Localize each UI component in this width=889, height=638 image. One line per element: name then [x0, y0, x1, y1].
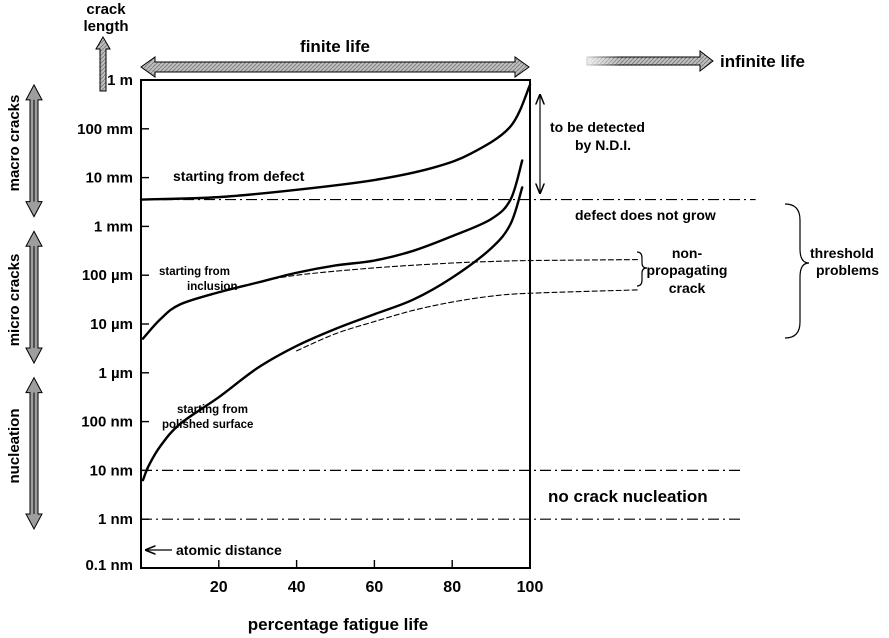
y-tick-label-7: 100 nm — [81, 414, 133, 431]
y-tick-label-2: 10 mm — [85, 170, 133, 187]
x-axis-label: percentage fatigue life — [248, 615, 428, 634]
infinite-life-label: infinite life — [720, 52, 805, 71]
label-non-propagating-line3: crack — [669, 280, 706, 296]
label-inclusion-line1: starting from — [159, 266, 230, 278]
label-polished-line1: starting from — [177, 404, 248, 416]
label-atomic-distance: atomic distance — [176, 542, 282, 558]
x-tick-label-4: 100 — [517, 579, 544, 596]
y-tick-label-3: 1 mm — [94, 218, 133, 235]
label-detected-line1: to be detected — [550, 119, 645, 135]
label-no-crack-nucleation: no crack nucleation — [548, 487, 708, 506]
band-micro-cracks: micro cracks — [6, 254, 23, 347]
y-tick-label-9: 1 nm — [98, 511, 133, 528]
x-tick-label-0: 20 — [210, 579, 228, 596]
threshold-brace — [784, 203, 810, 339]
curve-4 — [296, 289, 640, 352]
label-starting-from-defect: starting from defect — [173, 168, 305, 184]
label-threshold-line1: threshold — [810, 245, 874, 261]
non-propagating-brace — [636, 251, 648, 287]
x-tick-label-3: 80 — [443, 579, 461, 596]
x-tick-label-1: 40 — [288, 579, 306, 596]
band-macro-cracks: macro cracks — [6, 95, 23, 192]
y-tick-label-6: 1 µm — [99, 365, 134, 382]
finite-life-arrow — [140, 56, 530, 78]
y-tick-label-10: 0.1 nm — [85, 557, 133, 574]
x-tick-label-2: 60 — [366, 579, 384, 596]
label-defect-does-not-grow: defect does not grow — [575, 207, 716, 223]
y-tick-label-0: 1 m — [107, 72, 133, 89]
finite-life-label: finite life — [300, 37, 370, 56]
curve-1 — [141, 159, 524, 340]
y-tick-label-5: 10 µm — [90, 316, 133, 333]
label-threshold-line2: problems — [816, 262, 879, 278]
label-inclusion-line2: inclusion — [187, 281, 237, 293]
curve-0 — [139, 83, 532, 201]
band-nucleation: nucleation — [6, 408, 23, 483]
curve-3 — [218, 259, 640, 293]
curve-2 — [141, 186, 524, 482]
label-detected-line2: by N.D.I. — [575, 137, 631, 153]
y-tick-label-8: 10 nm — [90, 462, 133, 479]
x-axis: 20 40 60 80 100 — [210, 560, 544, 596]
y-tick-label-1: 100 mm — [77, 121, 133, 138]
label-polished-line2: polished surface — [162, 419, 253, 431]
label-non-propagating-line1: non- — [672, 245, 703, 261]
crack-length-up-arrow — [95, 36, 111, 92]
infinite-life-arrow — [585, 49, 714, 73]
y-axis: 1 m 100 mm 10 mm 1 mm 100 µm 10 µm 1 µm 100 nm 1… — [77, 72, 149, 574]
band-arrows — [25, 83, 43, 531]
curves — [139, 83, 640, 482]
label-non-propagating-line2: propagating — [647, 262, 728, 278]
crack-length-label-line2: length — [84, 18, 129, 35]
crack-length-label-line1: crack — [86, 1, 126, 18]
reference-lines — [141, 198, 756, 520]
y-tick-label-4: 100 µm — [82, 267, 133, 284]
